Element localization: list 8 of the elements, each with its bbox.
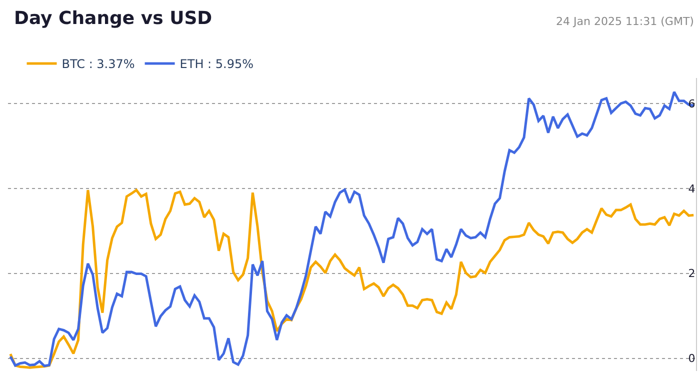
- y-tick-label: 2: [688, 267, 696, 280]
- line-series: [9, 90, 695, 368]
- chart-title: Day Change vs USD: [14, 8, 212, 29]
- legend-label: BTC : 3.37%: [62, 57, 135, 72]
- chart-subtitle: 24 Jan 2025 11:31 (GMT): [556, 15, 694, 28]
- y-tick-label: 4: [688, 182, 696, 196]
- legend-label: ETH : 5.95%: [180, 57, 254, 72]
- y-tick-label: 0: [688, 352, 696, 366]
